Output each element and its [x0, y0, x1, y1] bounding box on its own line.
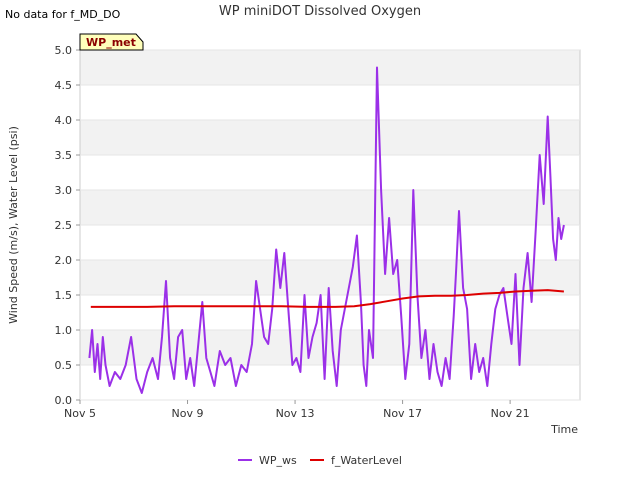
no-data-notice: No data for f_MD_DO [5, 8, 121, 21]
legend-label-wp-ws: WP_ws [259, 454, 297, 467]
series-group [88, 66, 565, 394]
x-tick-label: Nov 17 [383, 407, 422, 420]
station-badge: WP_met [79, 33, 144, 51]
x-tick-label: Nov 9 [172, 407, 204, 420]
x-tick-label: Nov 5 [64, 407, 96, 420]
y-tick-label: 0.5 [55, 359, 73, 372]
grid-band [80, 260, 580, 295]
grid-band [80, 50, 580, 85]
grid-band [80, 330, 580, 365]
y-tick-label: 3.5 [55, 149, 73, 162]
y-tick-label: 0.0 [55, 394, 73, 407]
x-tick-label: Nov 13 [276, 407, 315, 420]
series-line-wp-ws [88, 66, 565, 394]
grid-band [80, 190, 580, 225]
chart-title: WP miniDOT Dissolved Oxygen [219, 4, 421, 19]
x-axis-label: Time [550, 423, 578, 436]
series-line-water-level [90, 289, 564, 308]
y-tick-label: 2.5 [55, 219, 73, 232]
x-axis: Nov 5 Nov 9 Nov 13 Nov 17 Nov 21 [64, 400, 530, 420]
legend-label-water-level: f_WaterLevel [331, 454, 402, 467]
y-tick-label: 4.0 [55, 114, 73, 127]
badge-shape [79, 33, 144, 51]
y-tick-label: 5.0 [55, 44, 73, 57]
legend: WP_ws f_WaterLevel [238, 454, 402, 467]
y-axis-label: Wind Speed (m/s), Water Level (psi) [7, 126, 20, 324]
grid-bands [80, 50, 580, 365]
y-tick-label: 1.0 [55, 324, 73, 337]
badge-label: WP_met [86, 36, 136, 49]
y-tick-label: 3.0 [55, 184, 73, 197]
grid-band [80, 120, 580, 155]
y-tick-label: 1.5 [55, 289, 73, 302]
x-tick-label: Nov 21 [491, 407, 530, 420]
y-tick-label: 4.5 [55, 79, 73, 92]
y-tick-label: 2.0 [55, 254, 73, 267]
